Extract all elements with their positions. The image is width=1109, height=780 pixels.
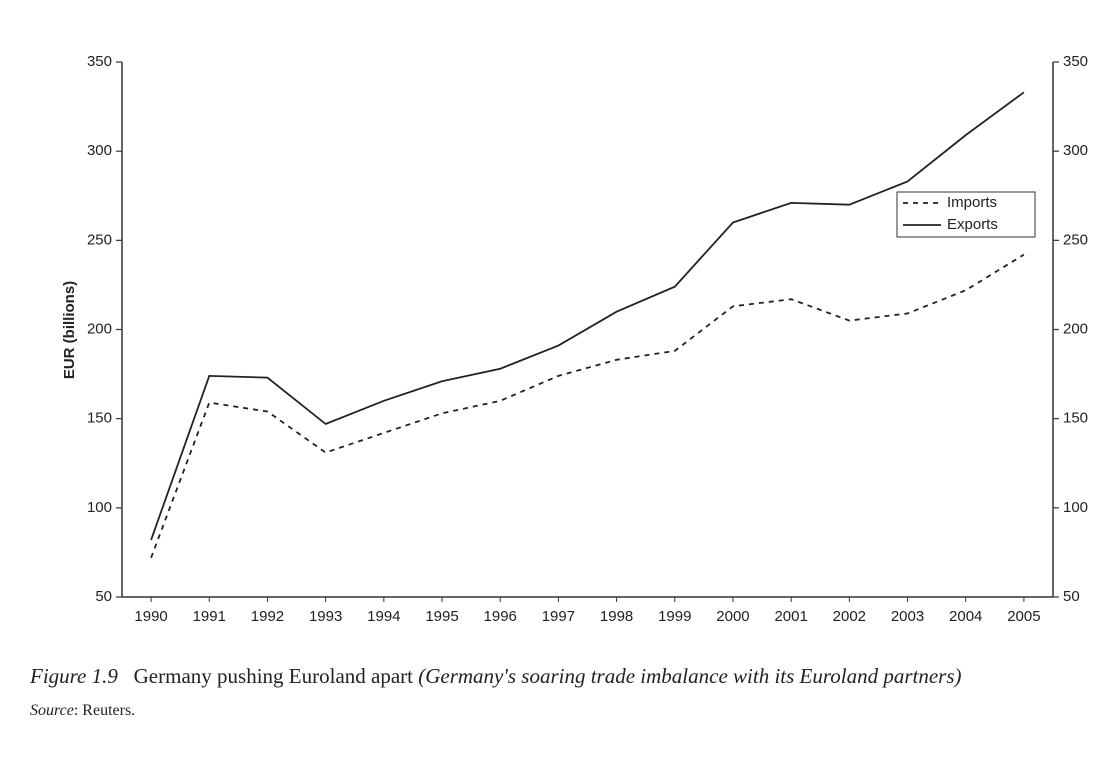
x-tick-label: 1990 (134, 608, 167, 625)
y-axis-label: EUR (billions) (61, 281, 78, 379)
y2-tick-label: 100 (1063, 499, 1088, 516)
caption-note: (Germany's soaring trade imbalance with … (418, 664, 962, 688)
x-tick-label: 2001 (774, 608, 807, 625)
y-tick-label: 200 (87, 320, 112, 337)
x-tick-label: 2004 (949, 608, 982, 625)
legend-label: Exports (947, 216, 998, 233)
source-label: Source (30, 702, 74, 719)
x-tick-label: 1991 (193, 608, 226, 625)
legend-box (896, 191, 1036, 238)
x-tick-label: 1994 (367, 608, 400, 625)
legend-label: Imports (947, 194, 997, 211)
caption-title: Germany pushing Euroland apart (133, 664, 413, 688)
y2-tick-label: 200 (1063, 320, 1088, 337)
x-tick-label: 1992 (251, 608, 284, 625)
y-tick-label: 50 (95, 588, 112, 605)
x-tick-label: 2005 (1007, 608, 1040, 625)
y2-tick-label: 150 (1063, 410, 1088, 427)
y2-tick-label: 300 (1063, 142, 1088, 159)
y-tick-label: 350 (87, 53, 112, 70)
x-tick-label: 2003 (891, 608, 924, 625)
caption-block: Figure 1.9 Germany pushing Euroland apar… (30, 662, 1100, 720)
caption-wrap: Figure 1.9 Germany pushing Euroland apar… (30, 662, 1100, 720)
x-tick-label: 1996 (484, 608, 517, 625)
x-tick-label: 2002 (833, 608, 866, 625)
x-tick-label: 1999 (658, 608, 691, 625)
x-tick-label: 1993 (309, 608, 342, 625)
y2-tick-label: 50 (1063, 588, 1080, 605)
x-tick-label: 1997 (542, 608, 575, 625)
x-tick-label: 2000 (716, 608, 749, 625)
y-tick-label: 100 (87, 499, 112, 516)
y-tick-label: 250 (87, 231, 112, 248)
series-line (150, 253, 1025, 559)
y2-tick-label: 250 (1063, 231, 1088, 248)
source: Source: Reuters. (30, 702, 1100, 720)
x-tick-label: 1995 (425, 608, 458, 625)
source-text: : Reuters. (73, 702, 136, 719)
caption: Figure 1.9 Germany pushing Euroland apar… (30, 662, 1100, 690)
y2-tick-label: 350 (1063, 53, 1088, 70)
x-tick-label: 1998 (600, 608, 633, 625)
series-line (150, 91, 1025, 541)
figure-label: Figure 1.9 (30, 664, 118, 688)
y-tick-label: 300 (87, 142, 112, 159)
y-tick-label: 150 (87, 410, 112, 427)
